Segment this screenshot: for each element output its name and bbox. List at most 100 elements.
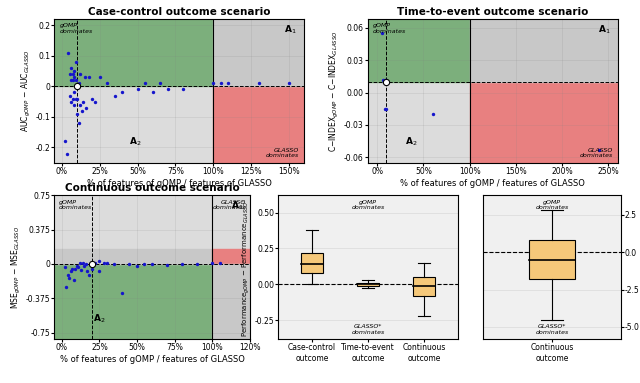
Bar [301,253,323,273]
Point [84,74,94,80]
Text: (b): (b) [485,206,500,216]
Point [84,272,94,278]
Point [216,80,226,87]
Point [75,71,85,77]
Point [66,98,76,105]
Point [207,260,217,266]
Point [76,267,86,273]
Text: GLASSO*
dominates: GLASSO* dominates [351,324,385,335]
Point [214,260,225,266]
Point [77,108,87,114]
Point [63,272,73,278]
Point [178,87,188,93]
Point [66,268,76,274]
Text: GLASSO
dominates: GLASSO dominates [266,148,299,159]
Bar [413,277,435,296]
Point [155,80,165,87]
Point [594,147,604,153]
Point [79,263,90,269]
Point [378,77,388,83]
Point [69,101,79,108]
Text: gOMP
dominates: gOMP dominates [373,23,406,34]
Point [102,260,112,266]
Point [87,260,97,266]
Point [70,77,81,83]
Y-axis label: MSE$_{gOMP}$ $-$ MSE$_{GLASSO}$: MSE$_{gOMP}$ $-$ MSE$_{GLASSO}$ [10,226,23,309]
Point [163,87,173,93]
Point [65,71,75,77]
Point [90,260,100,266]
Point [380,77,390,83]
Point [87,265,97,272]
Point [74,264,84,270]
Point [67,95,77,101]
Point [79,74,90,80]
Point [94,258,104,264]
Point [147,261,157,267]
X-axis label: % of features of gOMP / features of GLASSO: % of features of gOMP / features of GLAS… [87,179,271,188]
Title: Time-to-event outcome scenario: Time-to-event outcome scenario [397,7,589,17]
Bar [529,240,575,279]
Text: (e): (e) [544,382,560,383]
Point [60,138,70,144]
Point [377,30,387,36]
Point [99,260,109,266]
Point [63,50,73,56]
Point [381,106,392,112]
Point [69,89,79,95]
Point [177,261,187,267]
Point [81,261,91,267]
Text: A$_1$: A$_1$ [231,200,244,212]
Point [60,264,70,270]
Text: GLASSO
dominates: GLASSO dominates [212,200,246,210]
Point [67,265,77,272]
Text: GLASSO*
dominates: GLASSO* dominates [536,324,568,335]
Point [74,80,84,87]
Point [117,290,127,296]
Text: gOMP
dominates: gOMP dominates [536,200,568,210]
Point [140,80,150,87]
Point [66,65,76,71]
Point [75,260,85,266]
X-axis label: % of features of gOMP / features of GLASSO: % of features of gOMP / features of GLAS… [60,355,244,364]
Point [95,74,105,80]
Point [72,263,82,269]
Text: gOMP
dominates: gOMP dominates [60,23,93,34]
Point [148,89,158,95]
Point [61,151,72,157]
Point [83,268,93,274]
Point [94,268,104,274]
Text: A$_2$: A$_2$ [93,312,106,325]
Point [132,87,143,93]
Point [67,77,77,83]
Point [64,275,74,281]
Point [72,95,82,101]
Point [117,89,127,95]
Text: gOMP
dominates: gOMP dominates [58,200,92,210]
Text: (c): (c) [145,382,159,383]
Y-axis label: AUC$_{gOMP}$ $-$ AUC$_{GLASSO}$: AUC$_{gOMP}$ $-$ AUC$_{GLASSO}$ [20,49,33,133]
Point [67,71,77,77]
Point [192,261,202,267]
Text: A$_1$: A$_1$ [284,23,296,36]
X-axis label: % of features of gOMP / features of GLASSO: % of features of gOMP / features of GLAS… [401,179,585,188]
Y-axis label: C$-$INDEX$_{gOMP}$ $-$ C$-$INDEX$_{GLASSO}$: C$-$INDEX$_{gOMP}$ $-$ C$-$INDEX$_{GLASS… [328,30,341,152]
Point [70,265,81,272]
Text: (d): (d) [360,382,376,383]
Point [70,95,81,101]
Point [132,263,142,269]
Point [78,98,88,105]
Text: gOMP
dominates: gOMP dominates [351,200,385,210]
Point [69,74,79,80]
Point [74,120,84,126]
Point [90,98,100,105]
Text: GLASSO
dominates: GLASSO dominates [579,148,612,159]
Point [124,261,134,267]
Point [223,80,234,87]
Point [75,101,85,108]
Point [428,111,438,117]
Point [208,80,218,87]
Point [72,111,82,117]
Point [102,80,113,87]
Text: A$_2$: A$_2$ [129,136,141,149]
